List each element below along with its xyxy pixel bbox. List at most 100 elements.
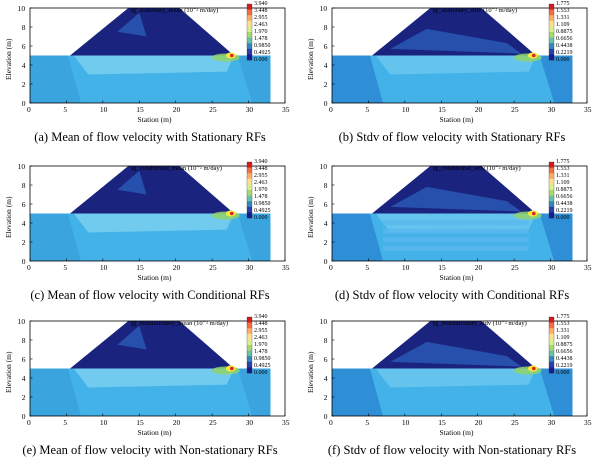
y-tick-label: 6	[21, 354, 26, 364]
colorbar-label: 0.000	[556, 57, 570, 63]
foundation-left-zone	[332, 368, 383, 416]
y-tick-label: 2	[21, 79, 26, 89]
colorbar-swatch	[549, 173, 554, 180]
colorbar-swatch	[247, 317, 252, 323]
colorbar-label: 1.478	[254, 349, 268, 355]
axes-frame	[331, 320, 588, 417]
colorbar-label: 2.955	[254, 15, 268, 21]
x-tick-label: 0	[27, 105, 31, 114]
colorbar-label: 0.4438	[556, 356, 573, 362]
foundation-band	[73, 368, 234, 388]
x-tick-label: 20	[474, 418, 483, 427]
dam-core-zone	[117, 170, 147, 195]
dam-body	[70, 166, 234, 214]
colorbar-label: 0.8875	[556, 187, 573, 193]
x-axis-label: Station (m)	[137, 273, 172, 282]
colorbar-label: 1.109	[556, 22, 570, 28]
x-tick-label: 15	[136, 105, 144, 114]
colorbar-label: 2.955	[254, 328, 268, 334]
colorbar-swatch	[247, 162, 252, 168]
colorbar-label: 0.000	[254, 57, 268, 63]
colorbar-swatch	[549, 356, 554, 363]
x-axis-label: Station (m)	[137, 115, 172, 124]
colorbar-swatch	[549, 37, 554, 44]
axes-frame	[331, 7, 588, 104]
x-tick-label: 30	[245, 105, 254, 114]
hotspot-peak	[230, 211, 234, 216]
plot-title: |q|_conditional_stdv (10⁻² m/day)	[432, 165, 521, 172]
colorbar-frame	[246, 316, 253, 374]
x-axis-label: Station (m)	[439, 115, 474, 124]
colorbar-swatch	[247, 26, 252, 33]
colorbar-label: 1.775	[556, 1, 570, 7]
foundation-left-zone	[332, 213, 383, 261]
x-tick-label: 5	[63, 418, 68, 427]
colorbar-label: 3.940	[254, 1, 268, 7]
colorbar-swatch	[549, 328, 554, 335]
x-tick-label: 10	[401, 105, 410, 114]
figure-panel-a: 0 5 10 15 20 25 30 35 0 2 4 6 8 10 |q|_stationary_mean…	[0, 0, 300, 154]
colorbar-label: 0.4438	[556, 43, 573, 49]
colorbar-swatch	[549, 48, 554, 55]
colorbar-swatch	[549, 9, 554, 16]
x-tick-label: 30	[547, 263, 556, 272]
x-tick-label: 20	[474, 263, 483, 272]
y-tick-label: 4	[323, 218, 328, 228]
colorbar-label: 1.109	[556, 180, 570, 186]
colorbar-swatch	[549, 184, 554, 191]
contour-plot	[29, 316, 286, 417]
x-tick-label: 0	[329, 105, 333, 114]
colorbar-swatch	[247, 9, 252, 16]
colorbar-label: 1.970	[254, 29, 268, 35]
colorbar-label: 0.2219	[556, 208, 573, 214]
colorbar-label: 3.940	[254, 159, 268, 165]
x-tick-label: 20	[172, 263, 181, 272]
colorbar-swatch	[247, 367, 252, 374]
y-tick-label: 10	[319, 161, 328, 171]
colorbar-label: 1.478	[254, 194, 268, 200]
colorbar-swatch	[549, 195, 554, 202]
plot-title: |q|_conditional_mean (10⁻² m/day)	[130, 165, 222, 172]
y-tick-label: 8	[21, 335, 26, 345]
x-tick-label: 35	[282, 105, 290, 114]
x-tick-label: 15	[438, 105, 446, 114]
colorbar-swatch	[247, 20, 252, 27]
y-axis-label: Elevation (m)	[306, 196, 315, 238]
colorbar-swatch	[247, 206, 252, 213]
y-tick-label: 6	[21, 199, 26, 209]
colorbar-swatch	[549, 367, 554, 374]
x-tick-label: 5	[365, 105, 370, 114]
colorbar-label: 0.6656	[556, 36, 573, 42]
colorbar-swatch	[549, 361, 554, 368]
y-tick-label: 0	[323, 256, 328, 266]
x-tick-label: 35	[282, 418, 290, 427]
colorbar-label: 0.000	[556, 370, 570, 376]
figure-panel-d: 0 5 10 15 20 25 30 35 0 2 4 6 8 10 |q|_conditional_std…	[302, 158, 602, 312]
colorbar-swatch	[549, 43, 554, 50]
colorbar-label: 0.6656	[556, 194, 573, 200]
axes-frame	[29, 7, 286, 104]
figure-panel-e: 0 5 10 15 20 25 30 35 0 2 4 6 8 10 |q|_nonstationary_m…	[0, 313, 300, 467]
x-tick-label: 5	[365, 263, 370, 272]
foundation-right-zone	[539, 368, 573, 416]
colorbar-frame	[548, 161, 555, 219]
foundation-right-zone	[237, 368, 271, 416]
contour-plot	[29, 161, 286, 262]
y-tick-label: 4	[21, 373, 26, 383]
colorbar-label: 1.331	[556, 328, 570, 334]
x-tick-label: 35	[584, 105, 592, 114]
x-tick-label: 10	[99, 263, 108, 272]
x-tick-label: 35	[584, 418, 592, 427]
y-tick-label: 0	[323, 98, 328, 108]
x-tick-label: 5	[63, 263, 68, 272]
colorbar-label: 2.463	[254, 335, 268, 341]
colorbar-label: 0.4438	[556, 201, 573, 207]
colorbar-swatch	[549, 206, 554, 213]
contour-plot	[331, 3, 588, 104]
hotspot-peak	[532, 366, 536, 371]
x-axis-label: Station (m)	[439, 428, 474, 437]
plot-title: |q|_nonstationary_mean (10⁻² m/day)	[130, 320, 229, 327]
hotspot-peak	[532, 211, 536, 216]
colorbar-label: 0.000	[556, 215, 570, 221]
y-tick-label: 4	[323, 373, 328, 383]
